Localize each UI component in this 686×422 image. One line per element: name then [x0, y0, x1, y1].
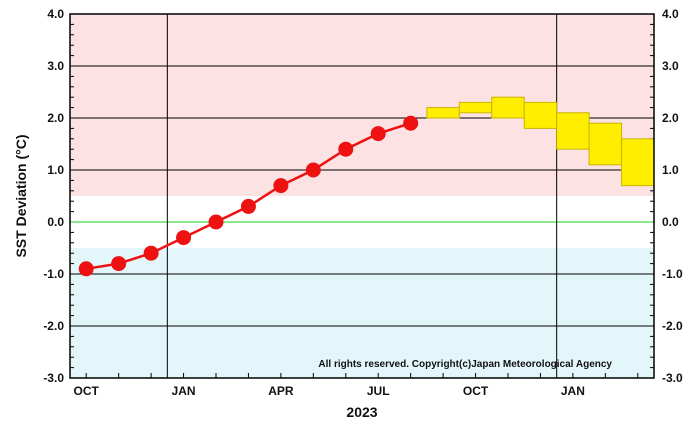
- y-tick-label-left: 1.0: [47, 163, 64, 177]
- y-tick-label-right: 1.0: [662, 163, 679, 177]
- observed-series: [78, 115, 419, 277]
- y-tick-label-left: -2.0: [43, 319, 64, 333]
- observed-point: [273, 178, 289, 194]
- y-tick-label-right: -2.0: [662, 319, 683, 333]
- observed-point: [78, 261, 94, 277]
- x-tick-label: OCT: [463, 384, 489, 398]
- y-axis-right: 4.0 3.0 2.0 1.0 0.0 -1.0 -2.0 -3.0: [662, 7, 683, 385]
- x-tick-label: JUL: [367, 384, 390, 398]
- y-tick-label-right: -1.0: [662, 267, 683, 281]
- y-tick-label-right: 0.0: [662, 215, 679, 229]
- y-tick-label-left: 2.0: [47, 111, 64, 125]
- forecast-layer: [426, 96, 655, 187]
- y-tick-label-left: 3.0: [47, 59, 64, 73]
- observed-point: [143, 245, 159, 261]
- observed-point: [208, 214, 224, 230]
- year-label: 2023: [346, 404, 377, 420]
- y-axis-left: 4.0 3.0 2.0 1.0 0.0 -1.0 -2.0 -3.0: [43, 7, 64, 385]
- y-tick-label-left: -3.0: [43, 371, 64, 385]
- y-tick-label-right: 4.0: [662, 7, 679, 21]
- y-tick-label-left: 0.0: [47, 215, 64, 229]
- observed-point: [403, 115, 419, 131]
- observed-point: [305, 162, 321, 178]
- observed-point: [176, 230, 192, 246]
- x-axis: OCT JAN APR JUL OCT JAN: [74, 384, 585, 398]
- observed-point: [111, 256, 127, 272]
- copyright-text: All rights reserved. Copyright(c)Japan M…: [318, 359, 612, 370]
- observed-point: [240, 198, 256, 214]
- x-tick-label: JAN: [561, 384, 585, 398]
- y-tick-label-right: 3.0: [662, 59, 679, 73]
- forecast-box: [621, 138, 655, 187]
- y-tick-label-left: -1.0: [43, 267, 64, 281]
- warm-band: [70, 14, 654, 196]
- x-tick-label: APR: [268, 384, 294, 398]
- shading-layer: [70, 14, 654, 378]
- forecast-box: [426, 107, 460, 119]
- y-tick-label-left: 4.0: [47, 7, 64, 21]
- forecast-box: [523, 101, 558, 129]
- forecast-box: [556, 112, 590, 150]
- x-tick-label: OCT: [74, 384, 100, 398]
- plot-frame: [69, 13, 655, 379]
- observed-point: [338, 141, 354, 157]
- x-tick-label: JAN: [172, 384, 196, 398]
- forecast-box: [588, 122, 623, 166]
- y-tick-label-right: 2.0: [662, 111, 679, 125]
- forecast-box: [458, 101, 493, 114]
- y-axis-title: SST Deviation (°C): [13, 134, 29, 257]
- observed-point: [370, 126, 386, 142]
- y-tick-label-right: -3.0: [662, 371, 683, 385]
- forecast-box: [491, 96, 525, 119]
